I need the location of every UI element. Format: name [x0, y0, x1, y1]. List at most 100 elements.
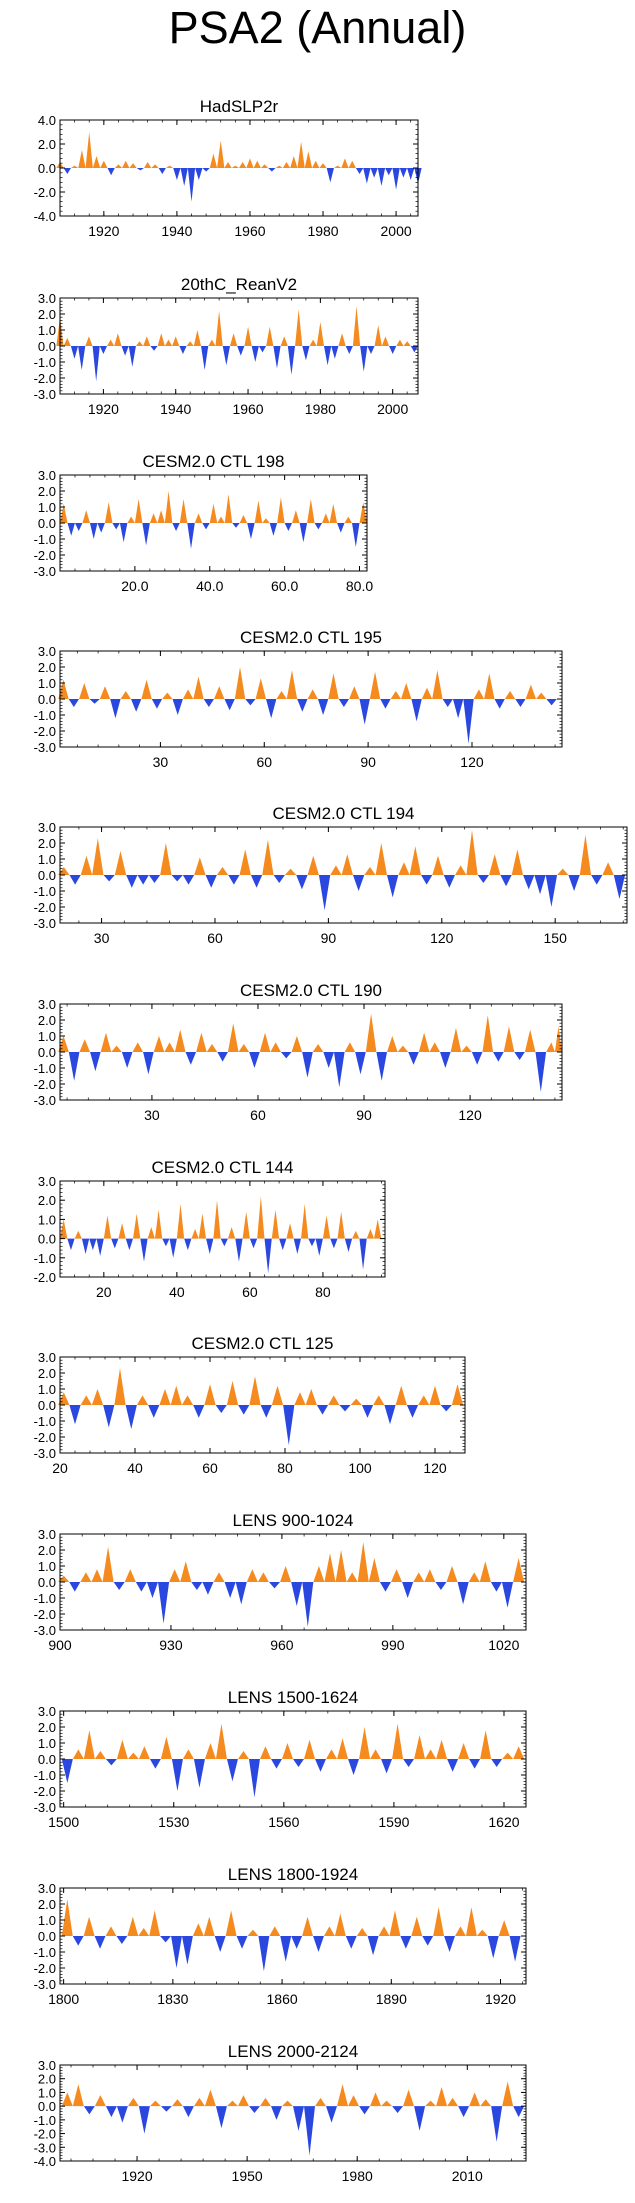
negative-area [291, 1936, 303, 1949]
positive-area [83, 1916, 95, 1936]
negative-area [236, 1936, 248, 1949]
y-tick-label: -4.0 [34, 2154, 56, 2169]
negative-area [352, 875, 365, 891]
negative-area [130, 699, 142, 712]
positive-area [341, 854, 353, 875]
negative-area [345, 346, 353, 354]
positive-area [132, 1042, 144, 1052]
positive-area [104, 502, 113, 523]
y-tick-label: -2.0 [34, 1607, 56, 1622]
negative-area [408, 1052, 419, 1065]
x-tick-label: 1500 [48, 1814, 79, 1830]
y-tick-label: 2.0 [38, 660, 56, 675]
negative-area [326, 2106, 338, 2123]
y-tick-label: -1.0 [34, 1414, 56, 1429]
negative-area [138, 2106, 150, 2134]
negative-area [514, 1052, 525, 1060]
negative-area [258, 346, 267, 353]
positive-area [179, 499, 188, 523]
negative-area [68, 699, 80, 707]
negative-area [287, 346, 296, 375]
negative-area [361, 1405, 374, 1418]
positive-area [291, 1036, 303, 1052]
positive-area [249, 1376, 261, 1405]
positive-area [120, 691, 131, 699]
negative-area [535, 1052, 547, 1092]
positive-area [280, 336, 288, 346]
panel-2: 20thC_ReanV2 3.02.01.00.0-1.0-2.0-3.0 1920… [34, 275, 419, 417]
negative-area [171, 875, 183, 882]
panel-title: LENS 2000-2124 [228, 2042, 358, 2061]
positive-area [247, 1929, 259, 1936]
negative-area [323, 1052, 334, 1068]
negative-area [69, 1405, 81, 1425]
positive-area [157, 333, 165, 346]
negative-area [143, 1052, 154, 1075]
x-tick-label: 1800 [48, 1991, 79, 2007]
positive-area [304, 151, 313, 168]
positive-area [160, 843, 172, 875]
negative-area [97, 523, 105, 533]
positive-area [370, 1749, 382, 1759]
negative-area [111, 1238, 119, 1249]
positive-area [346, 1572, 358, 1582]
negative-area [339, 1405, 351, 1412]
y-tick-label: 3.0 [38, 1704, 56, 1719]
positive-area [209, 153, 218, 168]
positive-area [215, 1723, 227, 1759]
positive-area [114, 164, 123, 168]
positive-area [294, 1392, 306, 1405]
negative-area [381, 1759, 393, 1774]
positive-area [352, 1230, 360, 1239]
positive-area [373, 1395, 385, 1405]
positive-area [316, 322, 324, 346]
positive-area [275, 165, 283, 168]
positive-area [513, 1746, 525, 1759]
y-tick-label: 1.0 [38, 1382, 56, 1397]
positive-area [225, 1910, 237, 1936]
positive-area [337, 1738, 349, 1759]
positive-area [260, 164, 269, 168]
negative-area [172, 699, 183, 715]
positive-area [262, 518, 270, 523]
x-tick-label: 1940 [160, 401, 191, 417]
negative-area [591, 875, 603, 885]
negative-area [61, 1759, 73, 1783]
negative-area [249, 1238, 258, 1249]
positive-area [366, 1229, 375, 1239]
positive-area [239, 849, 251, 875]
positive-area [511, 849, 524, 875]
positive-area [429, 1385, 441, 1405]
positive-area [397, 1045, 409, 1052]
positive-area [226, 2100, 238, 2107]
negative-area [471, 1052, 483, 1065]
negative-area [137, 875, 149, 885]
y-tick-label: -2.0 [34, 2127, 56, 2142]
negative-area [326, 168, 334, 183]
negative-area [215, 1405, 227, 1413]
positive-area [374, 325, 382, 346]
positive-area [217, 140, 225, 168]
y-tick-label: 0.0 [38, 1929, 56, 1944]
negative-area [318, 875, 331, 911]
x-tick-label: 30 [94, 930, 110, 946]
negative-area [440, 1052, 451, 1068]
x-tick-label: 2000 [381, 223, 412, 239]
negative-area [226, 1759, 238, 1782]
negative-area [67, 1238, 75, 1251]
negative-area [331, 346, 339, 359]
y-tick-label: -2.0 [34, 1430, 56, 1445]
positive-area [257, 1572, 269, 1582]
y-tick-label: -2.0 [34, 548, 56, 563]
positive-area [78, 150, 86, 168]
positive-area [281, 2100, 293, 2107]
y-tick-label: 0.0 [38, 2099, 56, 2114]
negative-area [293, 1238, 302, 1254]
negative-area [202, 168, 210, 172]
negative-area [180, 168, 188, 186]
negative-area [160, 2106, 172, 2112]
y-tick-label: -1.0 [34, 708, 56, 723]
positive-area [436, 2086, 448, 2107]
y-tick-label: 3.0 [38, 1174, 56, 1189]
x-tick-label: 90 [360, 754, 376, 770]
